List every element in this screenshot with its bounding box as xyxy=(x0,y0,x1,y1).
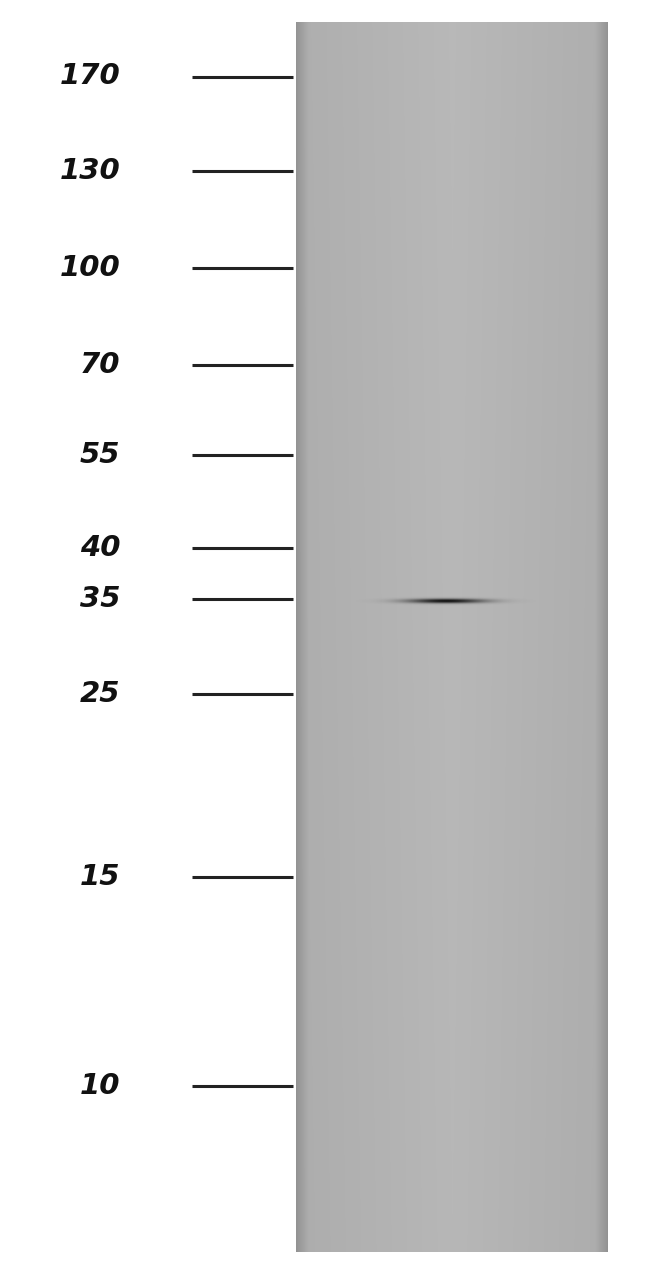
Text: 15: 15 xyxy=(80,863,120,891)
Text: 25: 25 xyxy=(80,680,120,708)
Text: 100: 100 xyxy=(60,254,120,282)
Text: 55: 55 xyxy=(80,441,120,469)
Text: 40: 40 xyxy=(80,534,120,562)
Text: 130: 130 xyxy=(60,157,120,185)
Text: 10: 10 xyxy=(80,1072,120,1100)
Text: 70: 70 xyxy=(80,351,120,379)
Text: 170: 170 xyxy=(60,62,120,91)
Text: 35: 35 xyxy=(80,585,120,613)
